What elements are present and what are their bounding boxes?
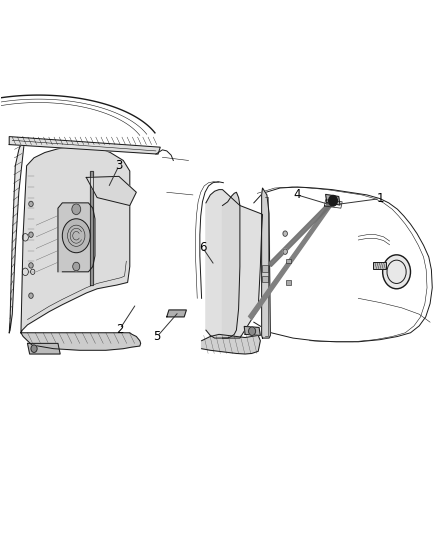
Polygon shape [244,326,260,335]
Polygon shape [90,171,93,285]
Polygon shape [268,201,333,266]
Circle shape [72,204,81,215]
Polygon shape [223,192,240,338]
Polygon shape [261,188,270,338]
Circle shape [29,232,33,237]
FancyBboxPatch shape [373,262,386,269]
Circle shape [328,196,337,206]
Circle shape [29,201,33,207]
Polygon shape [325,195,340,205]
Circle shape [283,231,287,236]
Polygon shape [86,176,136,206]
Circle shape [31,345,37,352]
Polygon shape [21,333,141,350]
Circle shape [29,293,33,298]
Polygon shape [206,190,262,338]
Circle shape [283,249,287,254]
Polygon shape [9,139,24,333]
Polygon shape [9,136,160,154]
Circle shape [29,263,33,268]
Circle shape [62,219,90,253]
Text: 6: 6 [199,241,206,254]
Circle shape [383,255,410,289]
Text: 3: 3 [115,159,123,172]
Text: 2: 2 [116,322,124,336]
Polygon shape [21,146,130,333]
Polygon shape [249,201,333,319]
Polygon shape [167,310,186,317]
Polygon shape [58,203,95,272]
Circle shape [73,262,80,271]
Text: 4: 4 [293,189,301,201]
Polygon shape [201,334,260,354]
Bar [286,259,291,263]
Bar [286,280,291,285]
Circle shape [249,327,255,335]
FancyBboxPatch shape [262,265,268,272]
Polygon shape [28,343,60,354]
Text: 1: 1 [376,192,384,205]
Text: 5: 5 [153,330,161,343]
FancyBboxPatch shape [262,276,268,282]
